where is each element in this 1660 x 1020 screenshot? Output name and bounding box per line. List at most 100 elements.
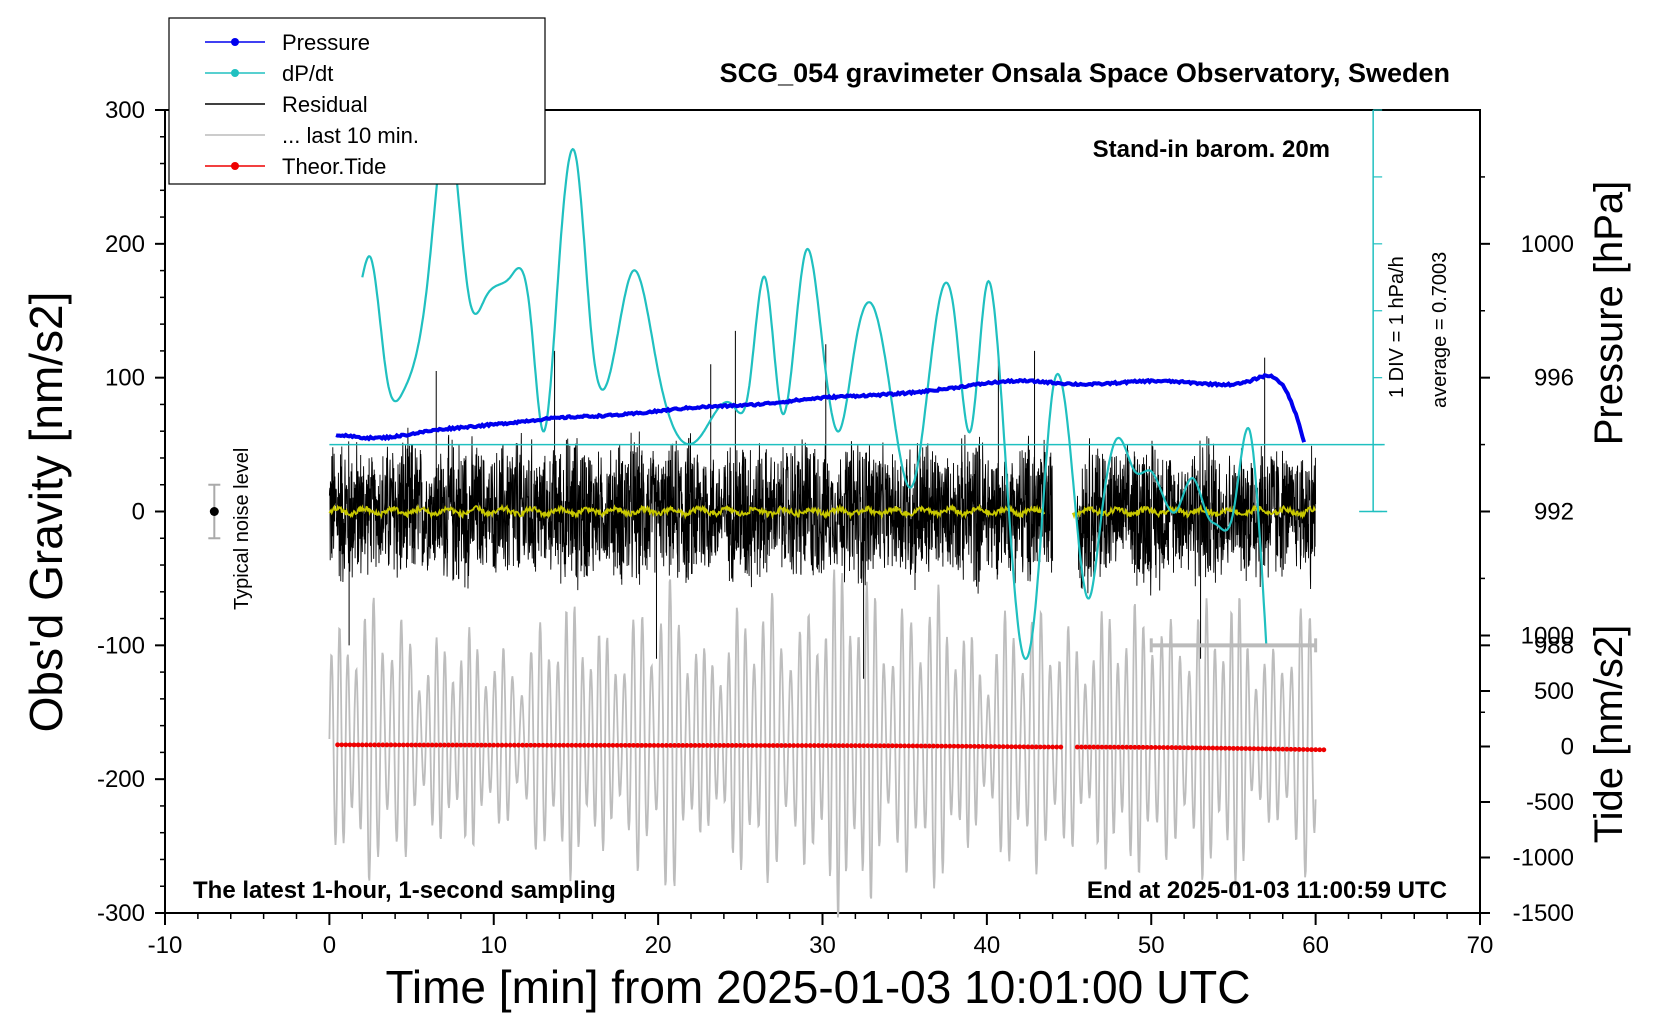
legend-marker-1	[231, 69, 239, 77]
tide-point	[454, 742, 460, 748]
residual-smooth-b	[1071, 504, 1316, 520]
tide-point	[581, 742, 587, 748]
x-tick-label: 60	[1302, 932, 1329, 959]
tide-point	[585, 742, 591, 748]
tide-point	[598, 742, 603, 748]
tide-point	[1292, 746, 1298, 752]
tide-point	[939, 743, 945, 749]
y-axis-title: Obs'd Gravity [nm/s2]	[20, 292, 72, 733]
tide-point	[626, 742, 632, 748]
tide-point	[507, 742, 513, 748]
tide-point	[1136, 744, 1142, 750]
tide-point	[688, 743, 694, 748]
tide-point	[1099, 744, 1105, 750]
tide-point	[918, 743, 924, 749]
tide-point	[1124, 744, 1129, 750]
annotation-marks-layer	[208, 483, 1318, 653]
tide-point	[1263, 746, 1269, 752]
tide-point	[503, 742, 509, 748]
tide-point	[783, 743, 788, 748]
tide-point	[1078, 744, 1084, 750]
tide-point	[1042, 744, 1047, 750]
tide-point	[1095, 744, 1101, 750]
x-tick-label: 0	[323, 932, 336, 959]
tide-point	[1259, 746, 1265, 752]
residual-smooth-layer	[328, 503, 1316, 520]
tide-point	[1210, 745, 1216, 751]
legend-label-3: ... last 10 min.	[282, 123, 419, 148]
tide-point	[528, 742, 534, 748]
tide-point	[963, 743, 969, 749]
tide-point	[359, 742, 365, 748]
tide-point	[1140, 744, 1146, 750]
tide-point	[787, 743, 793, 748]
tide-point	[980, 744, 986, 749]
x-tick-label: -10	[148, 932, 183, 959]
tide-point	[635, 742, 640, 748]
tide-point	[672, 743, 677, 748]
tide-point	[877, 743, 883, 749]
tide-point	[606, 742, 612, 748]
tide-point	[1161, 745, 1166, 750]
dpdt-series-layer	[329, 109, 1388, 661]
y-tick-label: 100	[105, 365, 145, 392]
tide-point	[663, 742, 669, 748]
tide-point	[857, 743, 862, 749]
tide-point	[1194, 745, 1199, 751]
tide-point	[1083, 744, 1088, 750]
tide-point	[1000, 744, 1006, 750]
tide-point	[466, 742, 472, 748]
tide-point	[1050, 744, 1056, 750]
legend: Pressure dP/dt Residual ... last 10 min. The…	[168, 17, 546, 185]
tide-point	[935, 743, 940, 749]
tide-point	[807, 743, 813, 748]
tide-point	[754, 743, 760, 748]
tide-point	[577, 742, 583, 748]
tide-point	[1313, 747, 1319, 753]
tide-point	[766, 743, 772, 748]
tide-point	[721, 743, 727, 748]
tide-point	[931, 743, 936, 749]
tide-point	[1005, 744, 1010, 750]
tide-point	[832, 743, 838, 749]
tide-point	[552, 742, 558, 748]
tide-point	[368, 742, 373, 748]
x-tick-label: 10	[480, 932, 507, 959]
tide-point	[1288, 746, 1294, 752]
tide-point	[544, 742, 550, 748]
tide-point	[380, 742, 386, 748]
legend-label-4: Theor.Tide	[282, 154, 386, 179]
tide-point	[417, 742, 423, 748]
tide-point	[1013, 744, 1019, 750]
tide-point	[992, 744, 998, 749]
x-tick-label: 30	[809, 932, 836, 959]
tide-point	[1214, 745, 1220, 751]
tide-point	[902, 743, 908, 749]
tide-point	[1157, 745, 1162, 750]
tide-point	[548, 742, 554, 748]
tide-point	[1029, 744, 1035, 750]
tide-point	[820, 743, 825, 748]
tide-point	[1037, 744, 1043, 750]
tide-point	[815, 743, 821, 748]
legend-marker-0	[231, 38, 239, 46]
tide-point	[774, 743, 780, 748]
tide-tick-label: 500	[1534, 678, 1574, 705]
pressure-tick-label: 992	[1534, 499, 1574, 526]
tide-point	[758, 743, 764, 748]
chart-title: SCG_054 gravimeter Onsala Space Observat…	[720, 58, 1450, 88]
tide-point	[984, 744, 990, 749]
tide-point	[516, 742, 521, 748]
tide-point	[848, 743, 854, 749]
tide-point	[1239, 746, 1245, 751]
tide-point	[713, 743, 719, 748]
tide-point	[470, 742, 476, 748]
pressure-tick-label: 1000	[1521, 231, 1574, 258]
tide-point	[1025, 744, 1031, 750]
tide-point	[659, 742, 665, 748]
tide-point	[770, 743, 776, 748]
tide-point	[1255, 746, 1261, 752]
noise-center-dot	[209, 507, 219, 516]
tide-point	[1202, 745, 1208, 751]
tide-point	[959, 743, 965, 749]
